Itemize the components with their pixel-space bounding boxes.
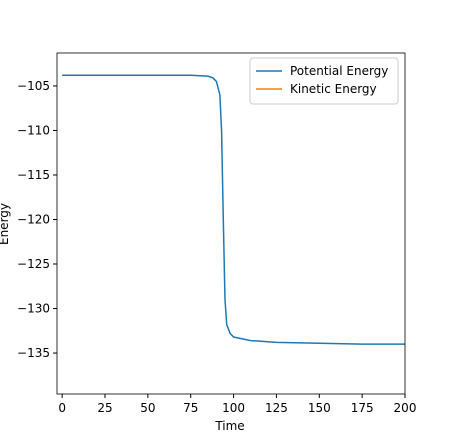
y-tick-label: −125 <box>17 257 50 271</box>
x-tick-label: 175 <box>351 401 374 415</box>
y-tick-label: −135 <box>17 346 50 360</box>
legend-label: Kinetic Energy <box>290 82 377 96</box>
x-axis-label: Time <box>214 419 244 433</box>
line <box>62 74 405 345</box>
y-tick-label: −115 <box>17 168 50 182</box>
x-tick-label: 100 <box>222 401 245 415</box>
x-tick-label: 50 <box>140 401 155 415</box>
x-tick-label: 0 <box>58 401 66 415</box>
y-tick-label: −120 <box>17 212 50 226</box>
plot-frame <box>56 52 406 395</box>
x-tick-label: 200 <box>394 401 417 415</box>
x-tick-label: 75 <box>183 401 198 415</box>
x-tick-label: 25 <box>97 401 112 415</box>
x-tick-label: 125 <box>265 401 288 415</box>
y-axis-label: Energy <box>0 203 11 245</box>
y-tick-label: −105 <box>17 79 50 93</box>
legend-box <box>249 57 399 105</box>
legend-label: Potential Energy <box>290 64 388 78</box>
x-tick-label: 150 <box>308 401 331 415</box>
y-tick-label: −130 <box>17 302 50 316</box>
y-tick-label: −110 <box>17 123 50 137</box>
